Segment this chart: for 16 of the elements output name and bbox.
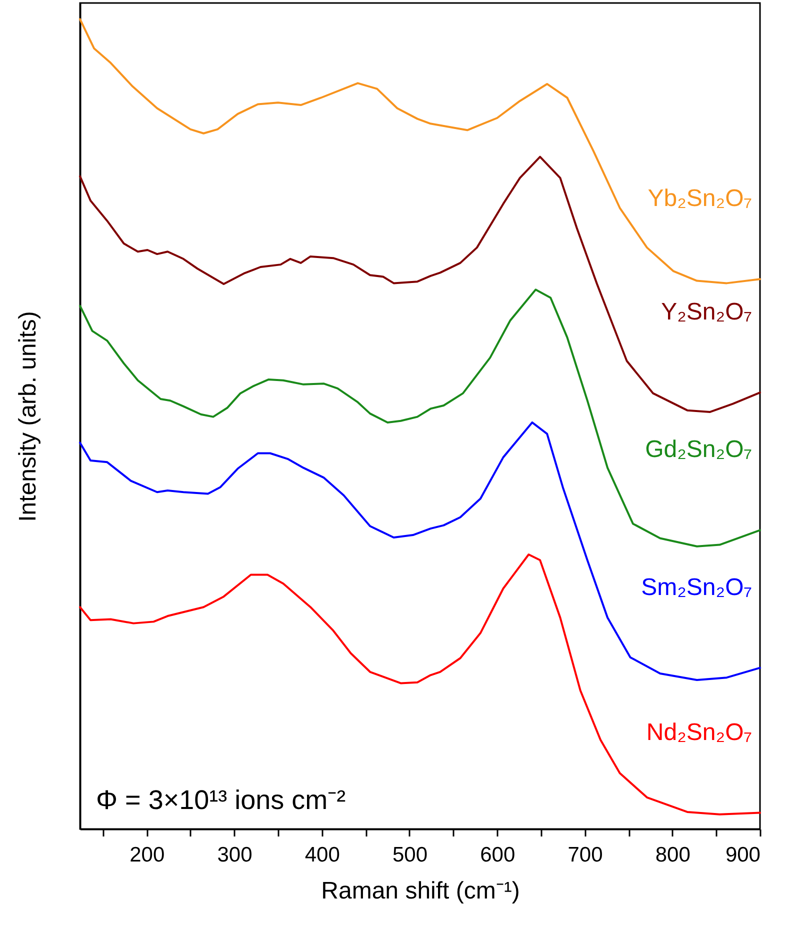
series-label: Sm₂Sn₂O₇ [641,574,752,601]
series-label: Gd₂Sn₂O₇ [645,436,752,464]
x-tick-label: 700 [568,844,603,866]
annotation: Φ = 3×10¹³ ions cm⁻² [96,785,346,815]
x-tick-label: 200 [130,844,165,866]
x-tick-label: 500 [392,844,428,866]
x-tick-label: 900 [725,844,760,866]
x-axis-title: Raman shift (cm⁻¹) [321,878,520,904]
x-tick-label: 600 [480,844,516,866]
x-tick-label: 800 [655,844,690,866]
x-tick-label: 300 [217,844,252,866]
x-tick-label: 400 [304,844,340,866]
series-label: Y₂Sn₂O₇ [661,298,752,326]
series-label: Nd₂Sn₂O₇ [646,718,752,746]
series-label: Yb₂Sn₂O₇ [648,185,752,212]
y-axis-title: Intensity (arb. units) [14,311,42,522]
